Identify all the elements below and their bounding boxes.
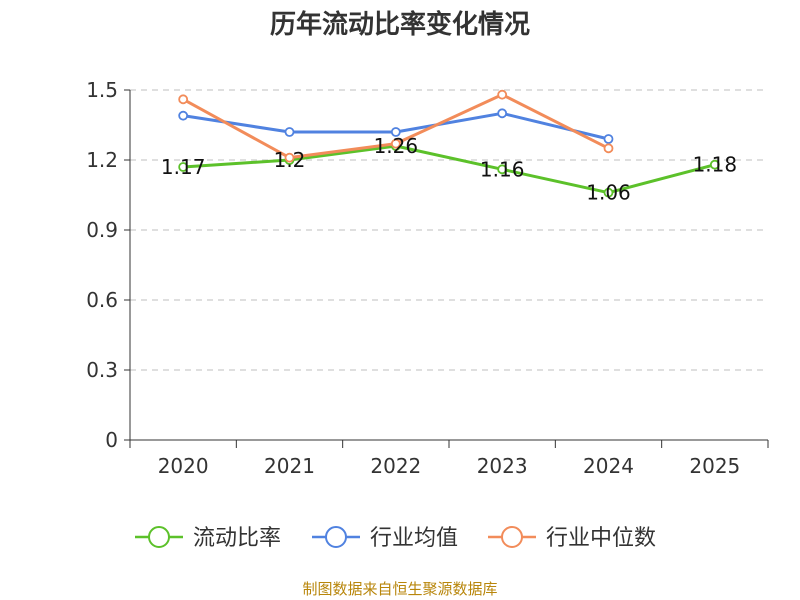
y-tick-label: 0.3 [86,358,118,382]
data-label: 1.26 [374,134,419,158]
data-label: 1.17 [161,155,206,179]
legend[interactable]: 流动比率 行业均值 行业中位数 [135,526,656,551]
data-labels: 1.17 1.2 1.26 1.16 1.06 1.18 [161,134,737,205]
y-tick-label: 0.9 [86,218,118,242]
data-point[interactable] [178,162,189,172]
data-label: 1.18 [693,153,738,177]
x-tick-label: 2023 [477,454,528,478]
y-tick-label: 0.6 [86,288,118,312]
axes: 0 0.3 0.6 0.9 1.2 1.5 2020 2021 2022 2023 2024 2025 [86,78,769,478]
data-point[interactable] [497,89,508,100]
x-tick-label: 2020 [158,454,209,478]
chart-title: 历年流动比率变化情况 [270,9,530,40]
source-note: 制图数据来自恒生聚源数据库 [302,580,497,598]
x-tick-label: 2025 [689,454,740,478]
data-point[interactable] [178,94,189,105]
legend-item-2[interactable]: 行业中位数 [488,526,656,551]
legend-label: 行业中位数 [546,526,656,551]
data-point[interactable] [497,164,508,175]
legend-marker-icon [325,526,347,548]
data-point[interactable] [709,159,720,170]
legend-item-1[interactable]: 行业均值 [312,526,458,551]
data-point[interactable] [390,127,401,137]
data-point[interactable] [284,127,295,137]
y-tick-label: 1.2 [86,148,118,172]
x-tick-label: 2021 [264,454,315,478]
data-label: 1.06 [586,181,631,205]
legend-label: 流动比率 [193,526,281,551]
data-point[interactable] [603,187,614,198]
data-label: 1.2 [274,148,306,172]
data-label: 1.16 [480,157,525,181]
y-tick-label: 0 [105,428,118,452]
legend-marker-icon [501,526,523,548]
grid-lines [130,89,768,371]
data-point[interactable] [390,138,401,149]
data-point[interactable] [603,143,614,154]
legend-marker-icon [148,526,170,548]
legend-label: 行业均值 [370,526,458,551]
x-tick-label: 2022 [370,454,421,478]
y-tick-label: 1.5 [86,78,118,102]
data-point[interactable] [497,108,508,119]
series-lines [178,89,720,198]
x-tick-label: 2024 [583,454,634,478]
legend-item-0[interactable]: 流动比率 [135,526,281,551]
data-point[interactable] [284,152,295,163]
data-point[interactable] [603,134,614,144]
data-point[interactable] [178,110,189,121]
series-line-0 [183,144,716,195]
